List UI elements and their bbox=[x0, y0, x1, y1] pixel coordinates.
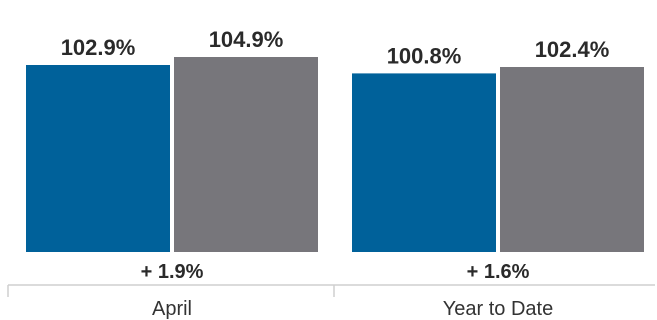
difference-labels-group: + 1.9% + 1.6% bbox=[141, 261, 530, 283]
bar-april-series-2 bbox=[174, 57, 318, 252]
bar-year-to-date-series-1 bbox=[352, 73, 496, 253]
category-labels-group: April Year to Date bbox=[152, 298, 553, 320]
category-axis bbox=[7, 284, 655, 297]
bar-labels-group: 102.9% 104.9% 100.8% 102.4% bbox=[61, 27, 610, 68]
bars-group bbox=[26, 57, 644, 253]
data-label: 100.8% bbox=[387, 43, 462, 68]
bar-april-series-1 bbox=[26, 65, 170, 252]
data-label: 104.9% bbox=[209, 27, 284, 52]
difference-label: + 1.6% bbox=[467, 261, 530, 283]
bar-year-to-date-series-2 bbox=[500, 67, 644, 252]
data-label: 102.9% bbox=[61, 35, 136, 60]
category-label: Year to Date bbox=[443, 298, 553, 320]
data-label: 102.4% bbox=[535, 37, 610, 62]
category-label: April bbox=[152, 298, 192, 320]
difference-label: + 1.9% bbox=[141, 261, 204, 283]
